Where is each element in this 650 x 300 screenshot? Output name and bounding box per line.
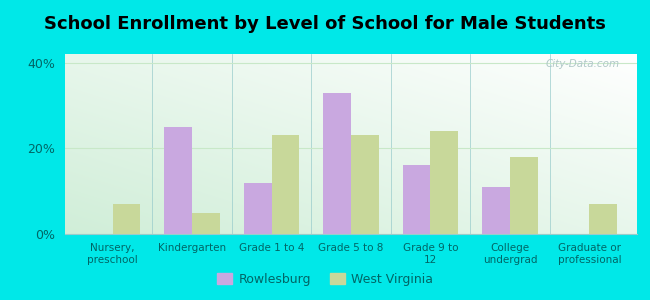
Bar: [510, 157, 538, 234]
Bar: [272, 135, 300, 234]
Bar: [244, 183, 272, 234]
Bar: [402, 165, 430, 234]
Legend: Rowlesburg, West Virginia: Rowlesburg, West Virginia: [212, 268, 438, 291]
Bar: [112, 204, 140, 234]
Bar: [590, 204, 617, 234]
Bar: [164, 127, 192, 234]
Bar: [323, 93, 351, 234]
Text: City-Data.com: City-Data.com: [546, 59, 620, 69]
Text: School Enrollment by Level of School for Male Students: School Enrollment by Level of School for…: [44, 15, 606, 33]
Bar: [192, 213, 220, 234]
Bar: [482, 187, 510, 234]
Bar: [351, 135, 379, 234]
Bar: [430, 131, 458, 234]
